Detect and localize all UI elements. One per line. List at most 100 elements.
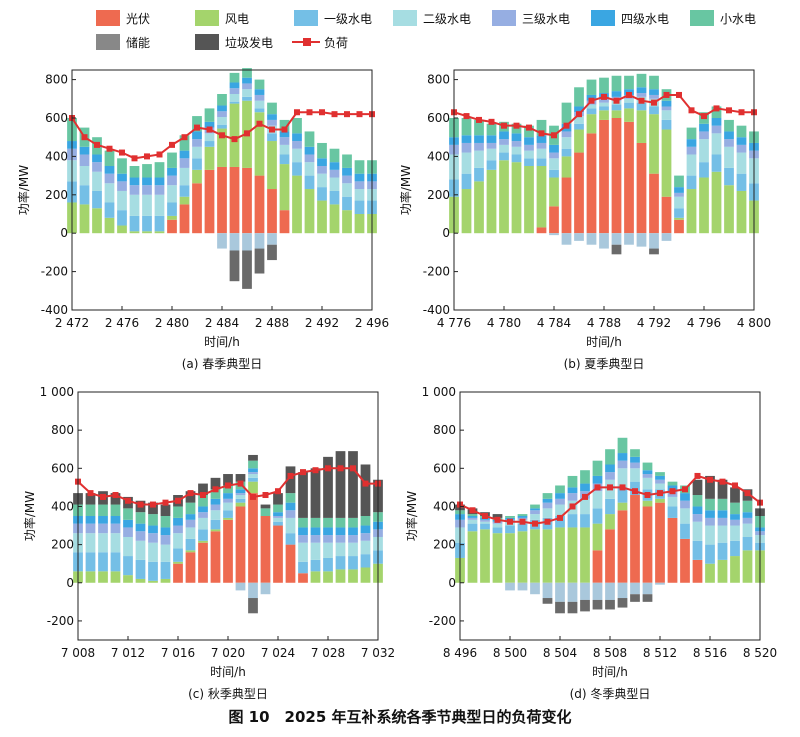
y-tick-label: 0 — [66, 576, 74, 590]
figure-caption: 图 10 2025 年互补系统各季节典型日的负荷变化 — [228, 708, 572, 726]
load-point — [187, 490, 194, 497]
bar-h1 — [298, 561, 308, 574]
bar-small — [542, 493, 553, 499]
load-point — [350, 465, 356, 472]
bar-h3 — [617, 460, 628, 469]
bar-h2 — [480, 521, 490, 524]
bar-h3 — [254, 94, 265, 101]
bar-h3 — [329, 169, 340, 178]
bar-wind — [549, 177, 559, 207]
bar-pv — [655, 502, 665, 583]
bar-h2 — [642, 477, 653, 490]
bar-h3 — [360, 533, 371, 541]
bar-pv — [617, 510, 628, 583]
bar-garbage — [223, 474, 233, 486]
y-tick-label: 600 — [427, 111, 450, 125]
bar-pv — [204, 169, 215, 234]
bar-h3 — [198, 512, 208, 518]
bar-h3 — [530, 510, 540, 515]
load-point — [694, 472, 701, 479]
panel-subtitle: (d) 冬季典型日 — [570, 686, 651, 701]
bar-h2 — [198, 517, 208, 530]
bar-small — [611, 75, 622, 92]
bar-h1 — [92, 190, 102, 209]
bar-h1 — [599, 106, 609, 111]
bar-h4 — [160, 527, 171, 536]
bar-h1 — [179, 185, 190, 197]
bar-pv — [217, 166, 227, 234]
bar-small — [310, 517, 321, 528]
load-point — [632, 488, 638, 495]
y-tick-label: -200 — [41, 265, 68, 279]
load-point — [494, 516, 501, 523]
load-point — [237, 480, 244, 487]
bar-storage-negative — [217, 233, 227, 249]
load-point — [212, 486, 219, 493]
x-tick-label: 4 796 — [687, 316, 721, 330]
bar-small — [223, 485, 233, 494]
load-point — [312, 467, 319, 474]
bar-h3 — [486, 142, 497, 149]
bar-small — [486, 123, 497, 136]
bar-h3 — [292, 141, 302, 149]
bar-garbage — [148, 502, 158, 515]
bar-h4 — [536, 135, 547, 143]
bar-h4 — [217, 105, 227, 112]
bar-h4 — [360, 525, 371, 534]
legend-marker-load — [303, 38, 311, 46]
bar-h2 — [699, 139, 709, 163]
bar-h3 — [655, 479, 665, 484]
bar-small — [167, 152, 177, 168]
bar-h4 — [223, 493, 233, 499]
load-point — [81, 134, 88, 141]
bar-h2 — [661, 110, 672, 120]
bar-h1 — [742, 536, 753, 551]
load-point — [676, 91, 682, 98]
bar-h4 — [135, 523, 146, 532]
bar-h4 — [474, 135, 484, 143]
bar-small — [254, 79, 265, 90]
y-tick-label: -400 — [423, 303, 450, 317]
bar-h2 — [117, 190, 127, 211]
bar-wind — [474, 181, 484, 234]
load-point — [657, 490, 663, 497]
bar-wind — [104, 217, 115, 234]
bar-h4 — [699, 123, 709, 132]
bar-pv — [235, 506, 246, 583]
load-point — [194, 124, 200, 131]
bar-h2 — [348, 542, 358, 557]
y-tick-label: 400 — [427, 149, 450, 163]
y-axis-label: 功率/MW — [400, 165, 413, 215]
legend-label-h4: 四级水电 — [621, 12, 669, 26]
bar-h3 — [229, 88, 240, 94]
bar-h4 — [574, 106, 584, 113]
bar-h3 — [248, 472, 258, 475]
load-point — [663, 91, 670, 98]
bar-h1 — [217, 124, 227, 129]
bar-h1 — [235, 498, 246, 503]
bar-h3 — [474, 142, 484, 151]
bar-small — [98, 504, 108, 516]
bar-h4 — [98, 516, 108, 524]
bar-h2 — [717, 525, 728, 543]
load-point — [169, 141, 175, 148]
load-point — [582, 493, 588, 500]
bar-h4 — [567, 487, 578, 494]
bar-garbage-negative — [605, 599, 615, 610]
bar-h1 — [636, 102, 647, 111]
bar-h2 — [229, 94, 240, 102]
bar-small — [636, 73, 647, 88]
load-point — [287, 472, 294, 479]
bar-h4 — [179, 150, 190, 159]
bar-h3 — [154, 185, 165, 195]
bar-h3 — [192, 139, 202, 147]
legend-swatch-pv — [96, 10, 120, 26]
bar-h1 — [129, 215, 140, 232]
x-tick-label: 4 776 — [437, 316, 471, 330]
load-point — [94, 141, 100, 148]
bar-pv — [692, 559, 703, 583]
bar-h3 — [630, 462, 640, 469]
bar-h4 — [298, 527, 308, 536]
bar-pv — [267, 189, 277, 234]
bar-h2 — [474, 150, 484, 168]
